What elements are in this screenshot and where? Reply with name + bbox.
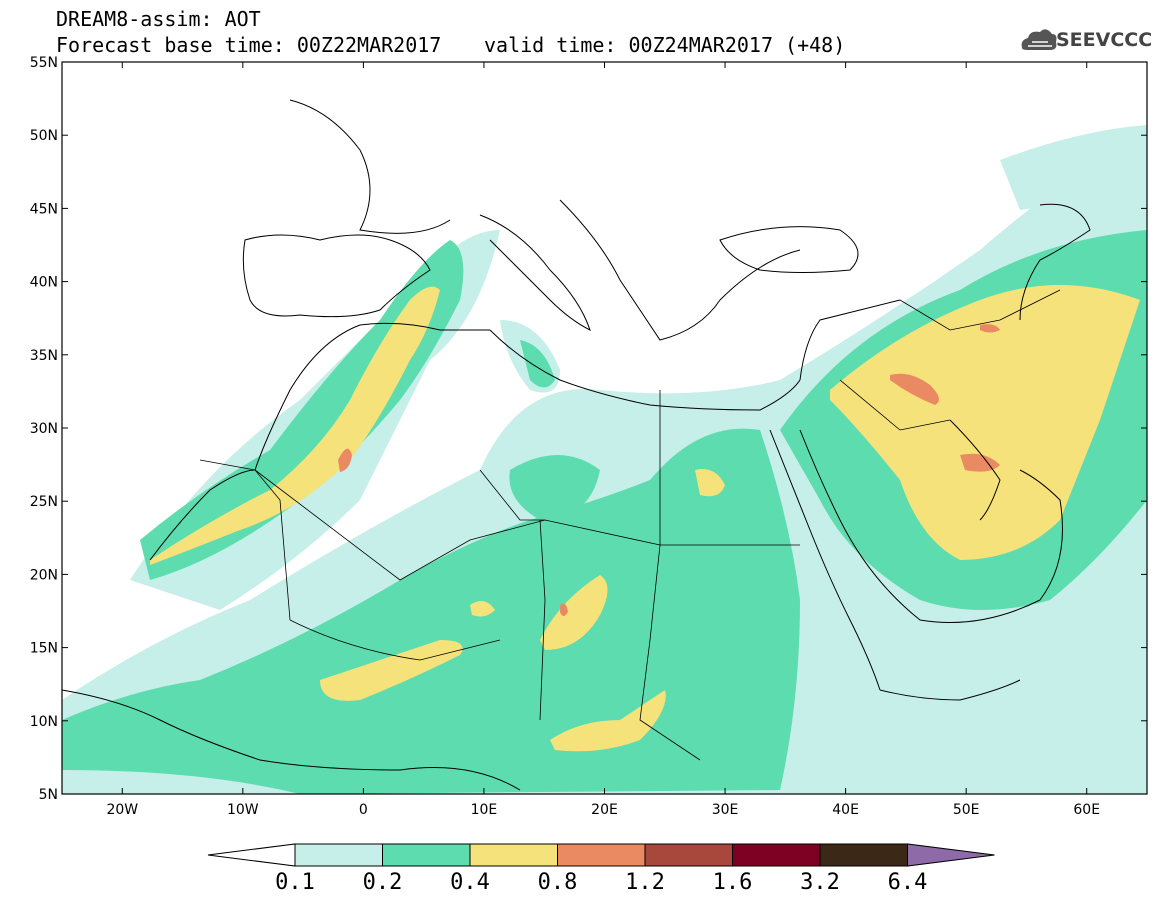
aot-band-0.1-north <box>1000 125 1147 210</box>
coast-levant <box>799 299 901 381</box>
axis-ticks <box>62 61 1147 795</box>
lon-label-0: 0 <box>359 802 368 818</box>
lon-label-20E: 20E <box>591 802 618 818</box>
aot-band-0.4-chad <box>540 575 608 650</box>
lon-label-50E: 50E <box>953 802 980 818</box>
borders <box>199 289 1061 761</box>
border-1 <box>199 459 291 621</box>
aot-band-0.8-iraq <box>890 373 939 405</box>
coast-iberia <box>242 234 431 318</box>
coast-balkans <box>559 199 801 341</box>
lat-label-10N: 10N <box>30 714 58 730</box>
lon-label-30E: 30E <box>712 802 739 818</box>
lat-label-30N: 30N <box>30 421 58 437</box>
lon-label-20W: 20W <box>106 802 138 818</box>
colorbar-box <box>294 843 383 867</box>
lat-label-50N: 50N <box>30 128 58 144</box>
lat-label-45N: 45N <box>30 201 58 217</box>
lat-label-55N: 55N <box>30 55 58 71</box>
lat-label-5N: 5N <box>39 787 58 803</box>
border-9 <box>839 379 951 431</box>
colorbar-label: 6.4 <box>887 870 928 895</box>
lat-label-35N: 35N <box>30 348 58 364</box>
forecast-base-time: Forecast base time: 00Z22MAR2017 <box>56 33 442 57</box>
latitude-labels: 55N 50N 45N 40N 35N 30N 25N 20N 15N 10N 5N <box>30 55 58 803</box>
aot-band-0.4-car <box>550 690 666 752</box>
coast-arabia <box>799 429 1063 623</box>
aot-band-0.4-small <box>470 601 495 617</box>
colorbar <box>207 843 995 867</box>
border-8 <box>639 639 701 761</box>
lat-label-15N: 15N <box>30 641 58 657</box>
colorbar-label: 3.2 <box>800 870 840 895</box>
coast-red-sea <box>769 429 881 691</box>
lon-label-10W: 10W <box>227 802 259 818</box>
colorbar-label: 0.2 <box>362 870 403 895</box>
valid-time: valid time: 00Z24MAR2017 (+48) <box>484 33 846 57</box>
lat-label-20N: 20N <box>30 567 58 583</box>
colorbar-box <box>819 843 908 867</box>
lon-label-60E: 60E <box>1073 802 1100 818</box>
colorbar-label: 0.8 <box>537 870 578 895</box>
aot-band-0.8-morocco <box>338 448 352 472</box>
aot-band-0.8-gulf <box>960 453 1000 472</box>
aot-band-0.8-chad <box>560 603 568 616</box>
colorbar-box <box>469 843 558 867</box>
border-7 <box>539 519 546 721</box>
border-2 <box>254 469 661 581</box>
colorbar-label: 1.6 <box>712 870 753 895</box>
border-6 <box>289 619 501 661</box>
coast-black-sea <box>719 226 859 273</box>
colorbar-max-arrow <box>907 843 995 867</box>
coastlines <box>62 99 1091 791</box>
coast-italy <box>479 214 591 331</box>
lat-label-40N: 40N <box>30 275 58 291</box>
aot-band-0.2-ridge <box>140 240 464 580</box>
aot-band-0.2-sicily <box>520 340 555 388</box>
colorbar-label: 0.4 <box>450 870 490 895</box>
colorbar-label: 0.1 <box>275 870 315 895</box>
colorbar-label: 1.2 <box>625 870 665 895</box>
longitude-labels: 20W 10W 0 10E 20E 30E 40E 50E 60E <box>106 802 1100 818</box>
aot-band-0.4-ridge <box>150 286 440 565</box>
aot-band-0.4-arabia <box>830 285 1140 560</box>
colorbar-min-arrow <box>207 843 296 867</box>
aot-band-0.4-egypt <box>695 469 725 497</box>
aot-band-0.2-libya <box>509 455 600 520</box>
aot-band-0.2-sahel <box>62 428 800 794</box>
aot-field <box>62 125 1147 794</box>
colorbar-box <box>557 843 646 867</box>
coast-west-africa <box>149 322 490 561</box>
aot-band-0.8-iran <box>980 324 1000 333</box>
aot-band-0.4-sahel-west <box>320 640 463 701</box>
colorbar-box <box>732 843 821 867</box>
coast-horn <box>879 679 1021 701</box>
coast-gulf <box>949 419 1001 521</box>
seevccc-logo <box>1021 29 1057 50</box>
border-3 <box>479 469 545 521</box>
border-10 <box>899 289 1061 331</box>
coast-gulf-guinea <box>62 689 521 791</box>
coast-north-africa <box>489 329 801 411</box>
coast-france <box>289 99 451 234</box>
coast-caspian <box>1019 203 1091 321</box>
lon-label-40E: 40E <box>832 802 859 818</box>
map-title: DREAM8-assim: AOT <box>56 7 261 31</box>
lon-label-10E: 10E <box>471 802 498 818</box>
lat-label-25N: 25N <box>30 494 58 510</box>
colorbar-box <box>382 843 471 867</box>
logo-text: SEEVCCC <box>1056 29 1153 51</box>
colorbar-box <box>644 843 733 867</box>
